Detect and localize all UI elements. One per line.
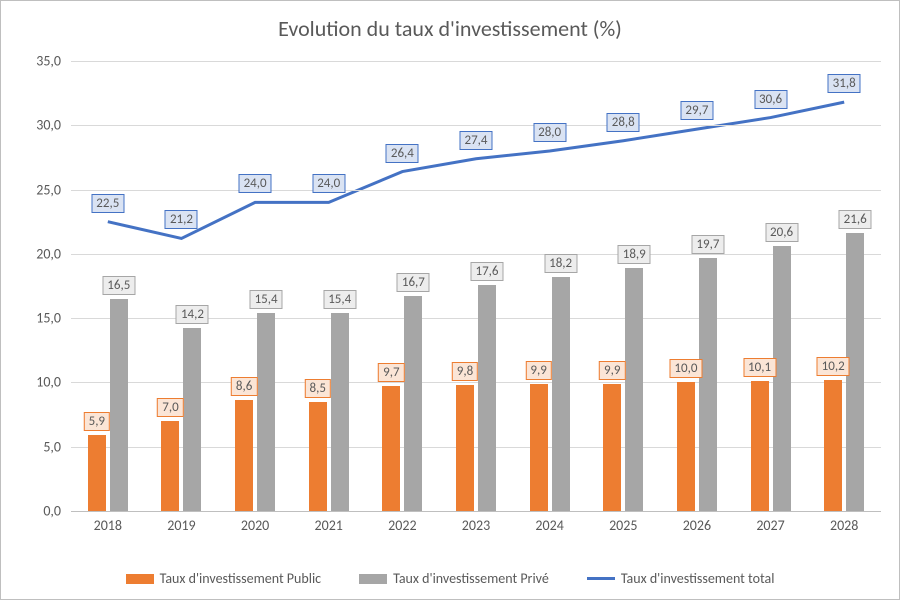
data-label-public: 9,7	[378, 363, 404, 382]
data-label-total: 24,0	[312, 174, 345, 193]
data-label-total: 27,4	[459, 131, 492, 150]
bar-public	[161, 421, 179, 511]
legend-swatch-public	[126, 574, 154, 584]
bar-public	[382, 386, 400, 511]
data-label-public: 8,5	[305, 379, 331, 398]
data-label-public: 10,1	[743, 358, 776, 377]
data-label-total: 31,8	[828, 74, 861, 93]
data-label-prive: 18,2	[544, 254, 577, 273]
data-label-prive: 16,5	[102, 276, 135, 295]
gridline	[71, 61, 881, 62]
x-tick-label: 2021	[315, 517, 343, 534]
legend-item-total: Taux d'investissement total	[587, 570, 775, 587]
bar-public	[677, 382, 695, 511]
x-tick-label: 2018	[94, 517, 122, 534]
data-label-prive: 16,7	[397, 273, 430, 292]
y-tick-label: 25,0	[11, 181, 61, 198]
bar-prive	[110, 299, 128, 511]
bar-prive	[773, 246, 791, 511]
chart-title: Evolution du taux d'investissement (%)	[1, 15, 899, 42]
x-tick-label: 2024	[535, 517, 563, 534]
legend-item-public: Taux d'investissement Public	[126, 570, 322, 587]
data-label-public: 10,2	[817, 357, 850, 376]
data-label-total: 26,4	[386, 144, 419, 163]
y-tick-label: 0,0	[11, 503, 61, 520]
data-label-public: 9,8	[452, 362, 478, 381]
data-label-total: 22,5	[91, 194, 124, 213]
gridline	[71, 511, 881, 512]
legend-item-prive: Taux d'investissement Privé	[359, 570, 549, 587]
legend-label-prive: Taux d'investissement Privé	[393, 570, 549, 587]
x-tick-label: 2027	[756, 517, 784, 534]
line-total	[108, 102, 844, 238]
data-label-prive: 20,6	[765, 223, 798, 242]
bar-prive	[257, 313, 275, 511]
data-label-public: 10,0	[669, 359, 702, 378]
x-tick-label: 2020	[241, 517, 269, 534]
bar-prive	[625, 268, 643, 511]
data-label-prive: 15,4	[250, 290, 283, 309]
legend: Taux d'investissement Public Taux d'inve…	[1, 570, 899, 587]
data-label-public: 9,9	[599, 361, 625, 380]
gridline	[71, 254, 881, 255]
x-tick-label: 2028	[830, 517, 858, 534]
data-label-public: 8,6	[231, 377, 257, 396]
bar-public	[530, 384, 548, 511]
data-label-total: 21,2	[165, 210, 198, 229]
bar-public	[824, 380, 842, 511]
data-label-public: 5,9	[84, 412, 110, 431]
y-tick-label: 20,0	[11, 245, 61, 262]
data-label-prive: 21,6	[839, 210, 872, 229]
bar-public	[88, 435, 106, 511]
data-label-total: 30,6	[754, 90, 787, 109]
bar-prive	[331, 313, 349, 511]
data-label-total: 24,0	[239, 174, 272, 193]
bar-prive	[404, 296, 422, 511]
bar-public	[603, 384, 621, 511]
gridline	[71, 190, 881, 191]
data-label-public: 7,0	[157, 398, 183, 417]
data-label-total: 29,7	[680, 101, 713, 120]
data-label-total: 28,8	[607, 113, 640, 132]
x-tick-label: 2019	[167, 517, 195, 534]
bar-prive	[552, 277, 570, 511]
legend-label-public: Taux d'investissement Public	[160, 570, 322, 587]
bar-public	[456, 385, 474, 511]
bar-prive	[478, 285, 496, 511]
bar-public	[309, 402, 327, 511]
legend-swatch-prive	[359, 574, 387, 584]
data-label-prive: 14,2	[176, 305, 209, 324]
data-label-prive: 18,9	[618, 245, 651, 264]
gridline	[71, 125, 881, 126]
bar-public	[751, 381, 769, 511]
x-tick-label: 2025	[609, 517, 637, 534]
y-tick-label: 15,0	[11, 310, 61, 327]
data-label-total: 28,0	[533, 123, 566, 142]
legend-swatch-total	[587, 577, 615, 580]
legend-label-total: Taux d'investissement total	[621, 570, 775, 587]
data-label-prive: 19,7	[691, 235, 724, 254]
y-tick-label: 5,0	[11, 438, 61, 455]
x-tick-label: 2026	[683, 517, 711, 534]
y-tick-label: 10,0	[11, 374, 61, 391]
x-tick-label: 2023	[462, 517, 490, 534]
y-tick-label: 30,0	[11, 117, 61, 134]
chart-container: Evolution du taux d'investissement (%) 5…	[0, 0, 900, 600]
bar-prive	[183, 328, 201, 511]
data-label-public: 9,9	[525, 361, 551, 380]
bar-prive	[699, 258, 717, 511]
y-tick-label: 35,0	[11, 53, 61, 70]
data-label-prive: 17,6	[470, 262, 503, 281]
plot-area: 5,9 16,5 22,5 7,0 14,2 21,2 8,6 15,4 24,0 8,5 15,4…	[71, 61, 881, 511]
x-tick-label: 2022	[388, 517, 416, 534]
data-label-prive: 15,4	[323, 290, 356, 309]
bar-public	[235, 400, 253, 511]
